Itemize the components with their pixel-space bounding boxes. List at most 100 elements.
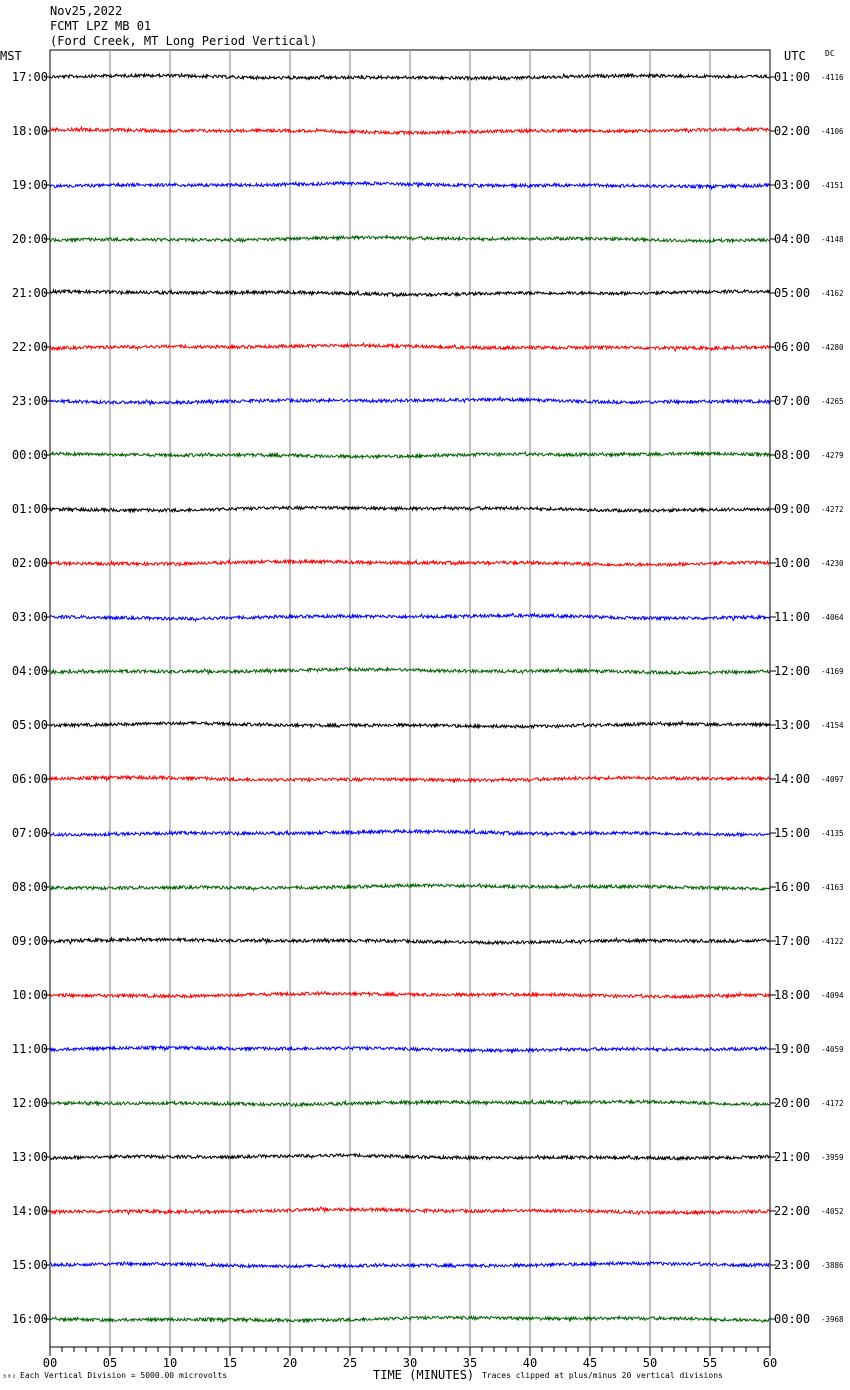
trace-line bbox=[49, 719, 771, 730]
trace-line bbox=[49, 450, 771, 461]
header-location: (Ford Creek, MT Long Period Vertical) bbox=[50, 34, 318, 48]
utc-time-label: 12:00 bbox=[774, 664, 810, 678]
dc-offset-label: -3968 bbox=[821, 1315, 844, 1324]
dc-offset-label: -4064 bbox=[821, 613, 844, 622]
trace-line bbox=[49, 1314, 770, 1324]
utc-time-label: 20:00 bbox=[774, 1096, 810, 1110]
dc-offset-label: -4106 bbox=[821, 127, 844, 136]
utc-time-label: 14:00 bbox=[774, 772, 810, 786]
trace-line bbox=[49, 1206, 771, 1217]
trace-line bbox=[49, 990, 771, 1000]
mst-time-label: 17:00 bbox=[12, 70, 48, 84]
dc-offset-label: -4135 bbox=[821, 829, 844, 838]
mst-time-label: 05:00 bbox=[12, 718, 48, 732]
x-tick-label: 55 bbox=[703, 1356, 717, 1370]
utc-time-label: 18:00 bbox=[774, 988, 810, 1002]
x-tick-label: 25 bbox=[343, 1356, 357, 1370]
dc-offset-label: -4172 bbox=[821, 1099, 844, 1108]
utc-time-label: 10:00 bbox=[774, 556, 810, 570]
trace-line bbox=[49, 558, 770, 568]
utc-time-label: 03:00 bbox=[774, 178, 810, 192]
dc-offset-label: -4280 bbox=[821, 343, 844, 352]
mst-time-label: 09:00 bbox=[12, 934, 48, 948]
dc-offset-label: -4272 bbox=[821, 505, 844, 514]
mst-time-label: 06:00 bbox=[12, 772, 48, 786]
trace-line bbox=[49, 504, 770, 514]
dc-offset-label: -3886 bbox=[821, 1261, 844, 1270]
dc-offset-label: -4169 bbox=[821, 667, 844, 676]
mst-time-label: 07:00 bbox=[12, 826, 48, 840]
x-tick-label: 20 bbox=[283, 1356, 297, 1370]
trace-line bbox=[49, 666, 770, 676]
mst-time-label: 16:00 bbox=[12, 1312, 48, 1326]
utc-time-label: 08:00 bbox=[774, 448, 810, 462]
utc-time-label: 06:00 bbox=[774, 340, 810, 354]
utc-time-label: 15:00 bbox=[774, 826, 810, 840]
utc-time-label: 16:00 bbox=[774, 880, 810, 894]
dc-offset-label: -4265 bbox=[821, 397, 844, 406]
x-tick-label: 15 bbox=[223, 1356, 237, 1370]
trace-line bbox=[49, 234, 770, 244]
mst-time-label: 21:00 bbox=[12, 286, 48, 300]
mst-time-label: 18:00 bbox=[12, 124, 48, 138]
utc-time-label: 09:00 bbox=[774, 502, 810, 516]
dc-offset-label: -4230 bbox=[821, 559, 844, 568]
trace-line bbox=[49, 882, 770, 892]
x-tick-label: 00 bbox=[43, 1356, 57, 1370]
x-tick-label: 35 bbox=[463, 1356, 477, 1370]
mst-time-label: 03:00 bbox=[12, 610, 48, 624]
trace-line bbox=[49, 774, 770, 784]
corner-mark: ³⁰² bbox=[2, 1373, 17, 1382]
mst-time-label: 08:00 bbox=[12, 880, 48, 894]
utc-time-label: 00:00 bbox=[774, 1312, 810, 1326]
scale-note: Each Vertical Division = 5000.00 microvo… bbox=[20, 1371, 228, 1380]
mst-time-label: 04:00 bbox=[12, 664, 48, 678]
trace-line bbox=[49, 612, 771, 623]
dc-offset-label: -4097 bbox=[821, 775, 844, 784]
dc-offset-label: -4052 bbox=[821, 1207, 844, 1216]
dc-label: DC bbox=[825, 49, 835, 58]
dc-offset-label: -3959 bbox=[821, 1153, 844, 1162]
dc-offset-label: -4154 bbox=[821, 721, 844, 730]
dc-offset-label: -4094 bbox=[821, 991, 844, 1000]
mst-time-label: 02:00 bbox=[12, 556, 48, 570]
trace-line bbox=[49, 1152, 771, 1162]
utc-time-label: 05:00 bbox=[774, 286, 810, 300]
utc-time-label: 07:00 bbox=[774, 394, 810, 408]
x-tick-label: 45 bbox=[583, 1356, 597, 1370]
x-tick-label: 05 bbox=[103, 1356, 117, 1370]
left-timezone-label: MST bbox=[0, 49, 22, 63]
mst-time-label: 13:00 bbox=[12, 1150, 48, 1164]
trace-line bbox=[49, 287, 771, 298]
x-tick-label: 60 bbox=[763, 1356, 777, 1370]
utc-time-label: 23:00 bbox=[774, 1258, 810, 1272]
mst-time-label: 20:00 bbox=[12, 232, 48, 246]
dc-offset-label: -4163 bbox=[821, 883, 844, 892]
trace-line bbox=[49, 395, 771, 407]
trace-line bbox=[49, 72, 770, 82]
mst-time-label: 12:00 bbox=[12, 1096, 48, 1110]
mst-time-label: 00:00 bbox=[12, 448, 48, 462]
dc-offset-label: -4162 bbox=[821, 289, 844, 298]
mst-time-label: 10:00 bbox=[12, 988, 48, 1002]
utc-time-label: 02:00 bbox=[774, 124, 810, 138]
utc-time-label: 21:00 bbox=[774, 1150, 810, 1164]
mst-time-label: 01:00 bbox=[12, 502, 48, 516]
utc-time-label: 19:00 bbox=[774, 1042, 810, 1056]
trace-line bbox=[49, 125, 771, 137]
dc-offset-label: -4116 bbox=[821, 73, 844, 82]
mst-time-label: 14:00 bbox=[12, 1204, 48, 1218]
dc-offset-label: -4279 bbox=[821, 451, 844, 460]
mst-time-label: 23:00 bbox=[12, 394, 48, 408]
utc-time-label: 11:00 bbox=[774, 610, 810, 624]
trace-line bbox=[49, 1044, 770, 1055]
mst-time-label: 15:00 bbox=[12, 1258, 48, 1272]
x-tick-label: 40 bbox=[523, 1356, 537, 1370]
mst-time-label: 19:00 bbox=[12, 178, 48, 192]
utc-time-label: 04:00 bbox=[774, 232, 810, 246]
x-tick-label: 30 bbox=[403, 1356, 417, 1370]
x-tick-label: 10 bbox=[163, 1356, 177, 1370]
utc-time-label: 22:00 bbox=[774, 1204, 810, 1218]
trace-line bbox=[49, 180, 771, 191]
